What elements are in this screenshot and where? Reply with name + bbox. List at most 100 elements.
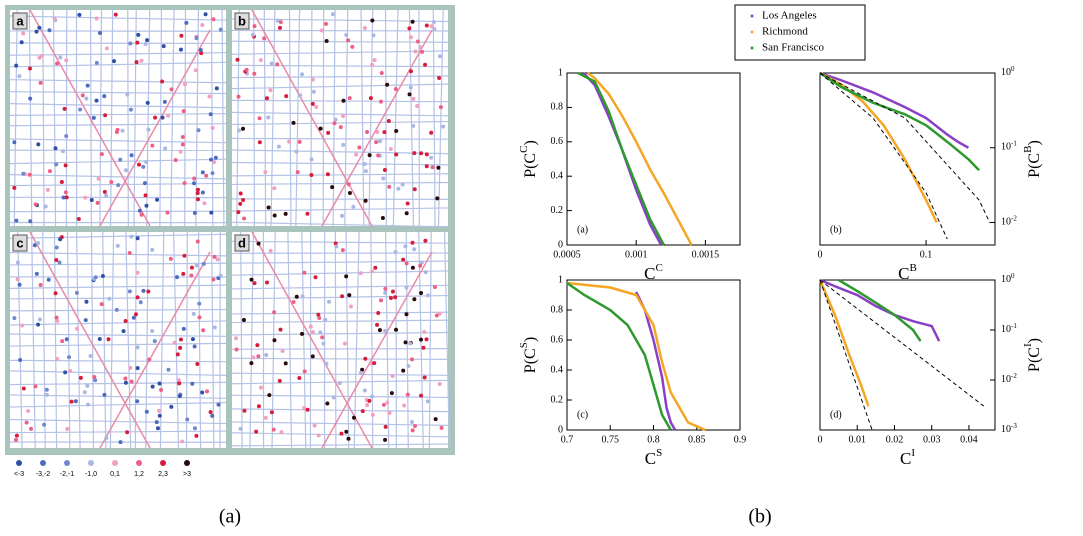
map-node <box>169 87 174 92</box>
street <box>9 359 227 363</box>
map-node <box>125 92 130 97</box>
map-node <box>123 318 128 323</box>
map-node <box>381 402 386 407</box>
legend-label: -2,-1 <box>60 471 75 478</box>
map-node <box>138 300 143 305</box>
tick-base: 10 <box>1001 324 1011 335</box>
street <box>231 137 449 140</box>
panel-label: b <box>238 13 246 28</box>
map-node <box>139 212 144 217</box>
map-node <box>420 49 425 54</box>
map-node <box>354 152 359 157</box>
street <box>231 40 449 43</box>
map-node <box>84 299 89 304</box>
map-node <box>150 384 155 389</box>
map-node <box>94 16 99 21</box>
map-node <box>373 265 378 270</box>
map-node <box>28 66 33 71</box>
map-node <box>198 47 203 52</box>
legend-label: 2,3 <box>158 471 168 478</box>
label-base: C <box>645 449 656 468</box>
map-node <box>408 35 413 40</box>
map-node <box>37 317 42 322</box>
map-node <box>165 210 170 215</box>
x-axis-label: CB <box>898 262 917 283</box>
map-node <box>88 354 93 359</box>
map-node <box>234 336 239 341</box>
map-node <box>264 280 269 285</box>
map-node <box>196 128 201 133</box>
map-node <box>256 404 261 409</box>
map-node <box>137 162 142 167</box>
x-tick-label: 0.8 <box>647 434 660 445</box>
x-tick-label: 0.0015 <box>692 249 720 260</box>
street <box>231 284 449 290</box>
map-node <box>429 155 434 160</box>
map-node <box>215 257 220 262</box>
map-node <box>211 277 216 282</box>
map-node <box>62 106 67 111</box>
street <box>231 294 449 300</box>
tick-base: 10 <box>1001 217 1011 228</box>
map-node <box>422 375 427 380</box>
map-node <box>94 60 99 65</box>
legend-label: -3,-2 <box>36 471 51 478</box>
map-node <box>363 356 368 361</box>
map-node <box>146 289 151 294</box>
map-node <box>20 323 25 328</box>
map-node <box>348 304 353 309</box>
tick-exponent: -2 <box>1011 214 1017 222</box>
map-node <box>205 389 210 394</box>
map-node <box>102 189 107 194</box>
map-node <box>242 408 247 413</box>
map-node <box>135 366 140 371</box>
plot-frame <box>819 72 996 246</box>
street <box>133 9 137 227</box>
map-node <box>434 313 439 318</box>
map-node <box>367 398 372 403</box>
map-node <box>258 385 263 390</box>
street <box>231 270 449 276</box>
map-node <box>316 433 321 438</box>
map-node <box>54 315 59 320</box>
map-node <box>180 439 185 444</box>
map-node <box>311 89 316 94</box>
map-node <box>410 265 415 270</box>
map-node <box>161 44 166 49</box>
series-line <box>819 278 941 342</box>
street <box>66 231 71 449</box>
map-node <box>362 162 367 167</box>
map-node <box>141 288 146 293</box>
map-node <box>415 39 420 44</box>
map-node <box>269 61 274 66</box>
map-node <box>258 58 263 63</box>
map-node <box>314 104 319 109</box>
map-node <box>362 388 367 393</box>
street <box>288 9 292 227</box>
map-node <box>278 20 283 25</box>
map-node <box>68 369 73 374</box>
map-node <box>38 80 43 85</box>
street <box>9 61 227 68</box>
x-tick-label: 0.03 <box>923 434 941 445</box>
map-node <box>95 200 100 205</box>
map-node <box>36 241 41 246</box>
map-node <box>376 153 381 158</box>
street <box>197 231 202 449</box>
street <box>408 9 415 227</box>
map-node <box>297 139 302 144</box>
map-node <box>351 204 356 209</box>
map-node <box>93 275 98 280</box>
map-node <box>424 164 429 169</box>
map-node <box>64 58 69 63</box>
map-node <box>178 345 183 350</box>
map-node <box>153 115 158 120</box>
map-node <box>257 116 262 121</box>
map-node <box>302 270 307 275</box>
map-node <box>27 172 32 177</box>
map-node <box>255 343 260 348</box>
tick-exponent: 0 <box>1011 272 1015 280</box>
map-node <box>419 260 424 265</box>
plot-frame <box>566 279 741 431</box>
